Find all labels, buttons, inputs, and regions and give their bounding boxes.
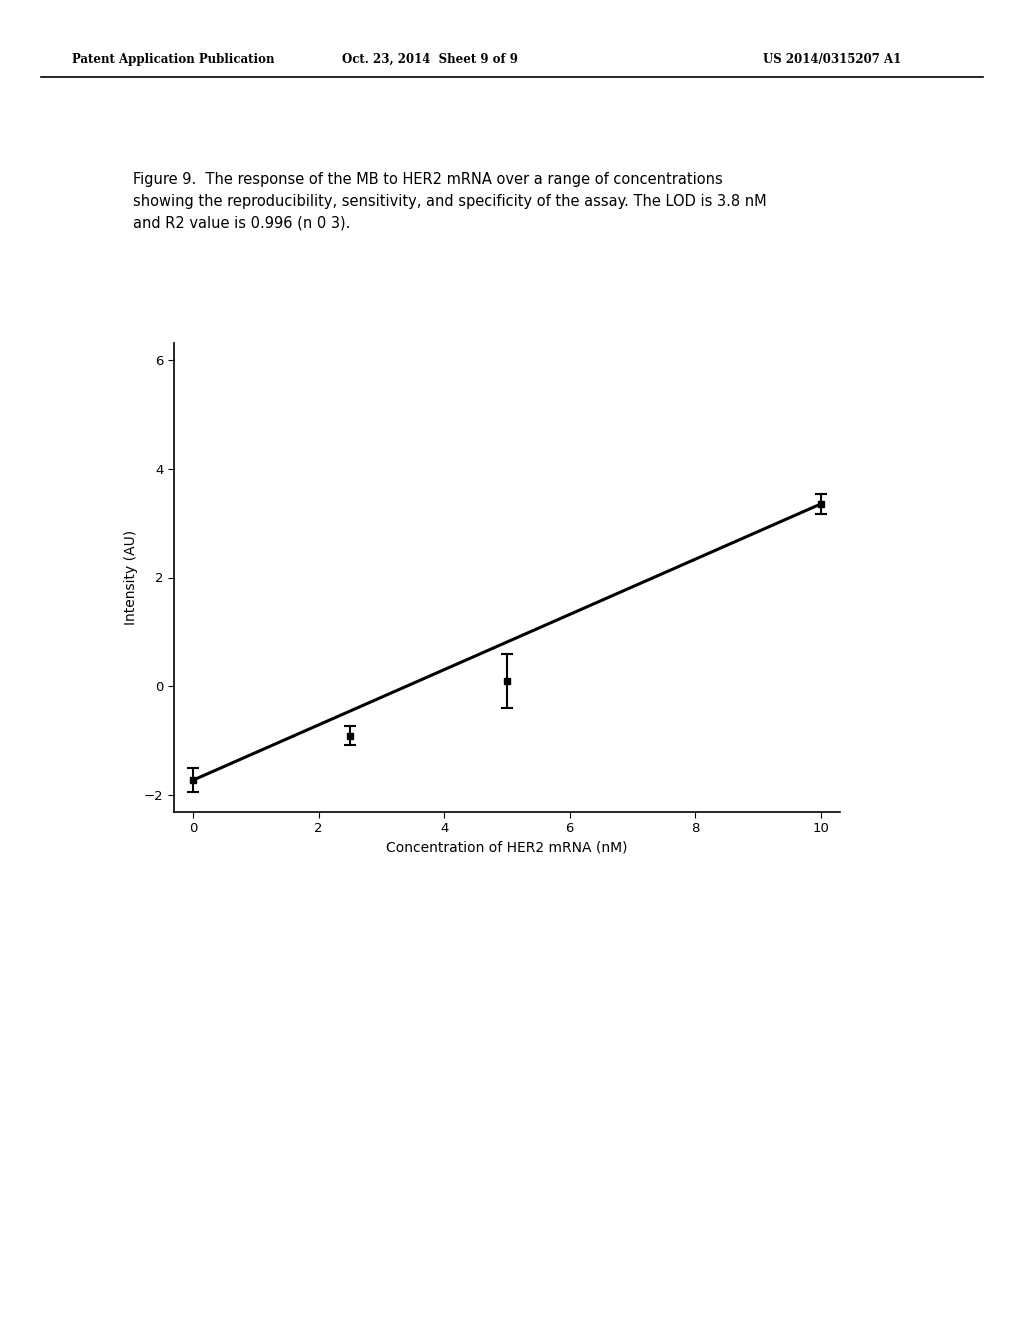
- Text: US 2014/0315207 A1: US 2014/0315207 A1: [763, 53, 901, 66]
- Text: Oct. 23, 2014  Sheet 9 of 9: Oct. 23, 2014 Sheet 9 of 9: [342, 53, 518, 66]
- Text: Patent Application Publication: Patent Application Publication: [72, 53, 274, 66]
- X-axis label: Concentration of HER2 mRNA (nM): Concentration of HER2 mRNA (nM): [386, 841, 628, 855]
- Y-axis label: Intensity (AU): Intensity (AU): [125, 529, 138, 626]
- Text: Figure 9.  The response of the MB to HER2 mRNA over a range of concentrations
sh: Figure 9. The response of the MB to HER2…: [133, 172, 767, 231]
